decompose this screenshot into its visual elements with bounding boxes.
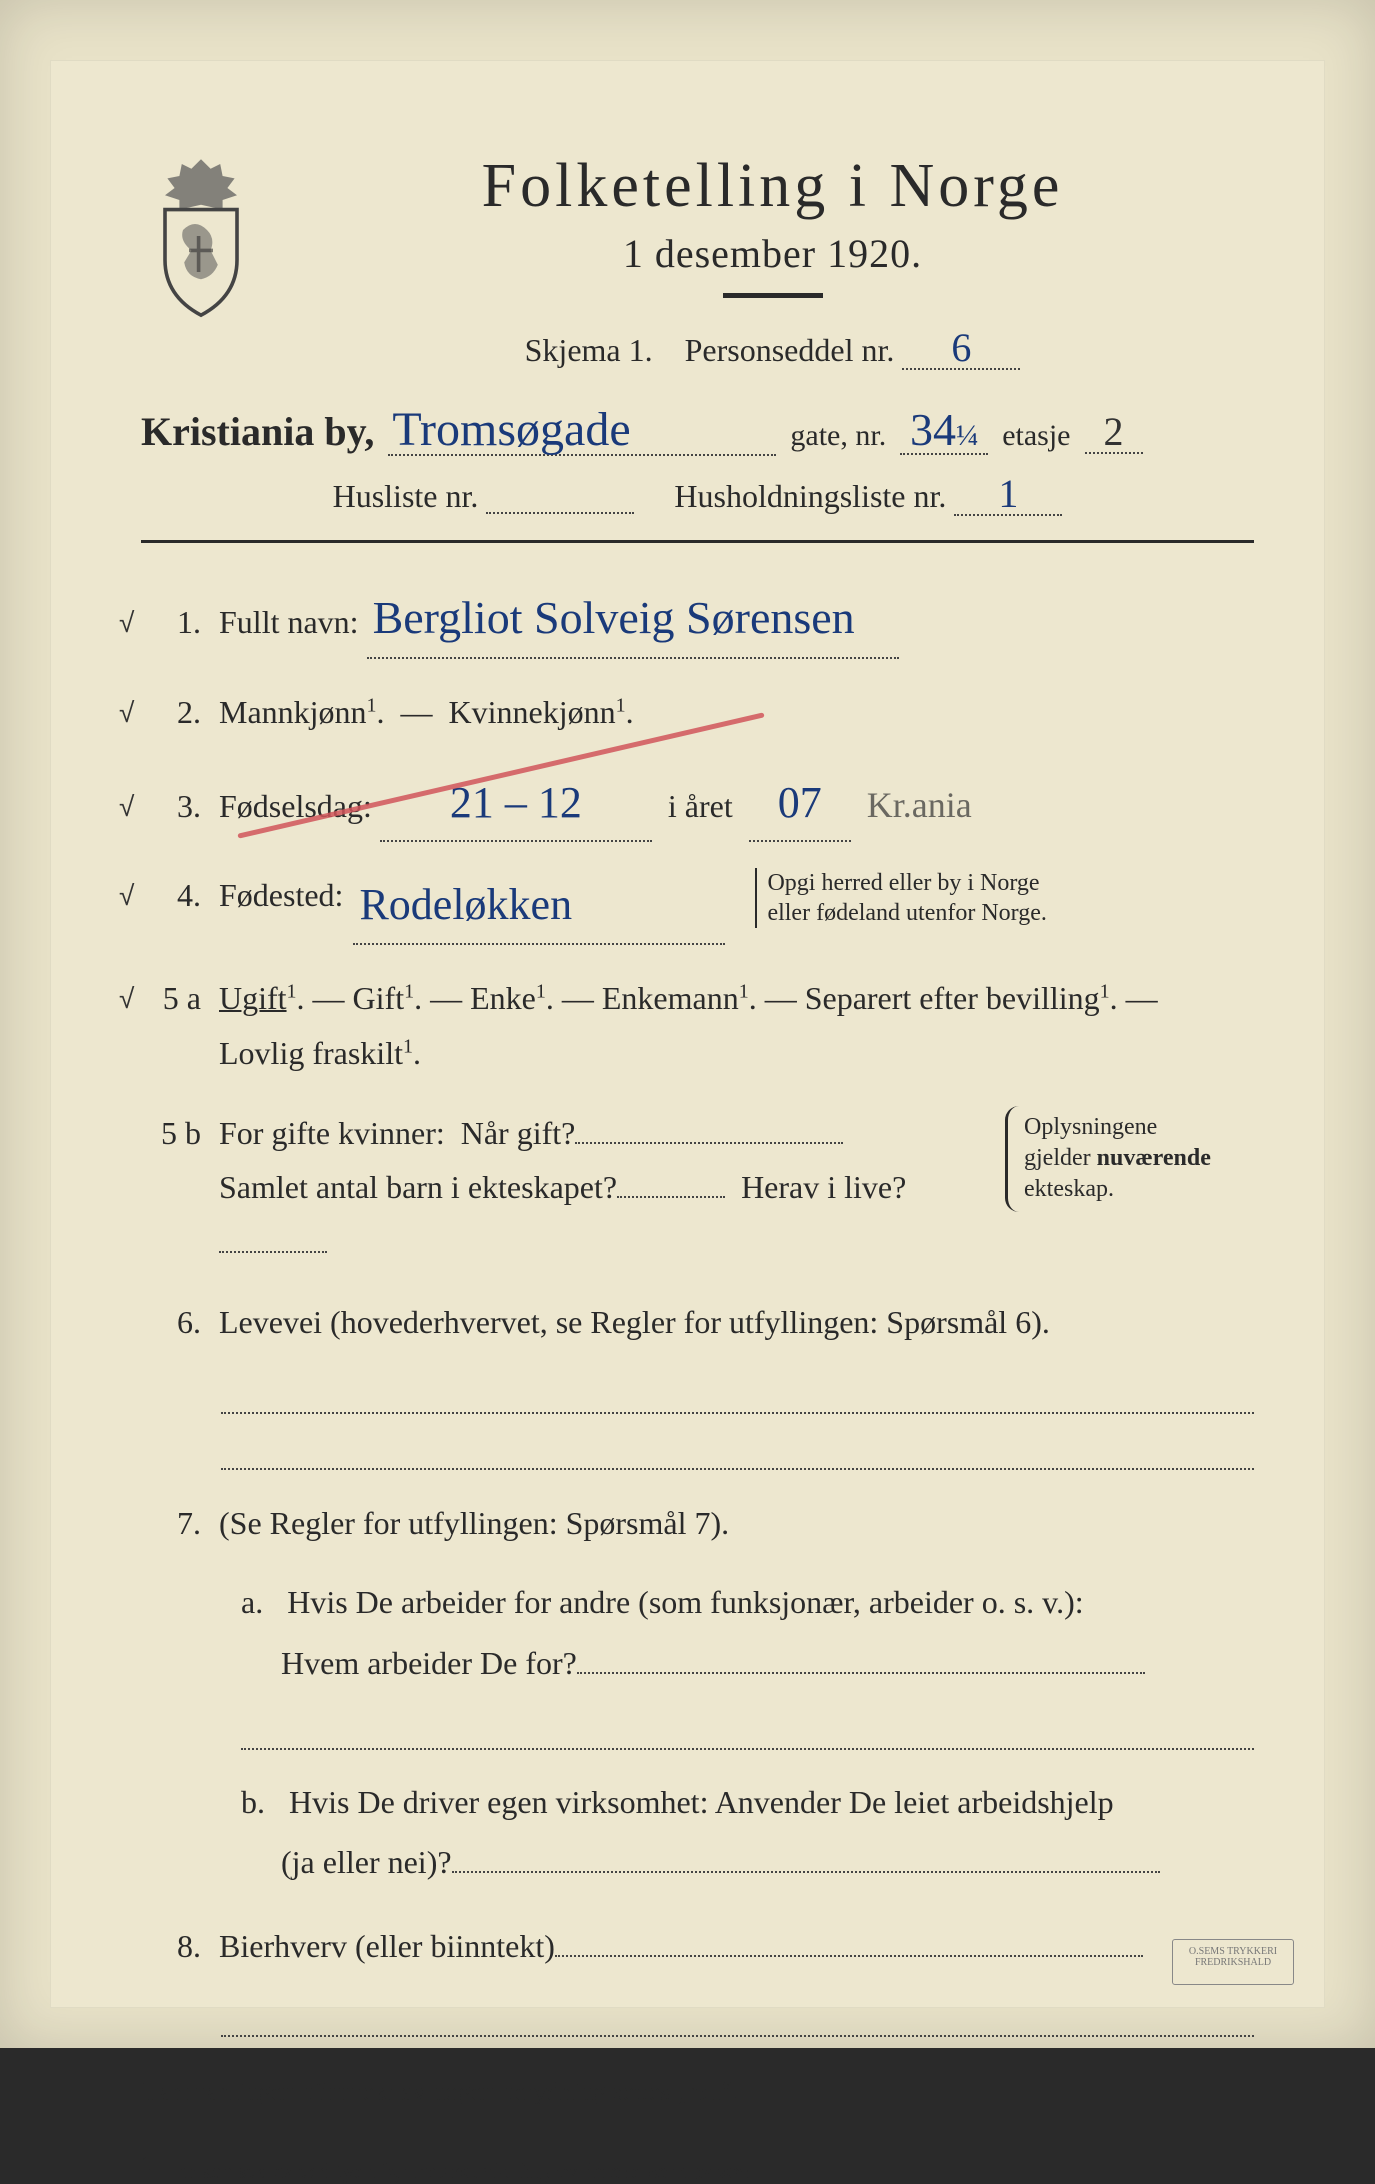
q7b-line1: Hvis De driver egen virksomhet: Anvender… [289,1784,1114,1820]
q7a-fill-line [241,1712,1254,1750]
question-7b: b. Hvis De driver egen virksomhet: Anven… [241,1772,1254,1894]
q8-fill-line [221,1999,1254,2037]
gate-label: gate, nr. [790,419,886,453]
footer-line1: Har man ingen biinntekt av nogen betydni… [141,2077,1254,2107]
q1-value: Bergliot Solveig Sørensen [373,579,855,657]
question-5a: √5 a Ugift1. — Gift1. — Enke1. — Enkeman… [141,971,1254,1080]
q7b-line2: (ja eller nei)? [281,1844,452,1880]
footer-note: 1 Her kan svares ved tydelig understrekn… [141,2153,1254,2184]
question-3: √3. Fødselsdag: 21 – 12 i året 07 Kr.ani… [141,766,1254,843]
address-row: Kristiania by, Tromsøgade gate, nr. 34¼ … [141,406,1254,456]
subtitle: 1 desember 1920. [291,230,1254,277]
q3-annotation: Kr.ania [867,775,972,836]
husliste-label: Husliste nr. [333,478,479,514]
footer: Har man ingen biinntekt av nogen betydni… [141,2077,1254,2184]
q6-fill-line-2 [221,1432,1254,1470]
printer-stamp: O.SEMS TRYKKERIFREDRIKSHALD [1172,1939,1294,1985]
header: Folketelling i Norge 1 desember 1920. Sk… [141,141,1254,376]
q7b-label: b. [241,1784,265,1820]
q2-mann: Mannkjønn [219,694,367,730]
husholdning-nr: 1 [998,474,1018,514]
q1-label: Fullt navn: [219,604,359,640]
q3-year: 07 [778,766,822,841]
q3-daymonth: 21 – 12 [450,766,582,841]
gate-nr-suffix: ¼ [956,421,979,451]
form-sheet: Folketelling i Norge 1 desember 1920. Sk… [50,60,1325,2008]
q5a-enke: Enke [470,980,536,1016]
question-5b: 5 b For gifte kvinner: Når gift? Samlet … [141,1106,1254,1269]
husliste-row: Husliste nr. Husholdningsliste nr. 1 [141,474,1254,516]
q3-label: Fødselsdag: [219,788,372,824]
city-label: Kristiania by, [141,408,374,455]
etasje-value: 2 [1104,412,1124,452]
q5b-label: For gifte kvinner: [219,1115,445,1151]
question-7a: a. Hvis De arbeider for andre (som funks… [241,1572,1254,1694]
divider-thick [141,540,1254,543]
footer-rule [141,2133,1254,2135]
q5b-barn: Samlet antal barn i ekteskapet? [219,1169,617,1205]
question-1: √1. Fullt navn: Bergliot Solveig Sørense… [141,579,1254,659]
q4-label: Fødested: [219,868,343,922]
q7a-label: a. [241,1584,263,1620]
coat-of-arms-icon [141,151,261,321]
question-8: 8. Bierhverv (eller biinntekt) [141,1919,1254,1973]
tick-mark: √ [119,783,134,831]
scan-background: Folketelling i Norge 1 desember 1920. Sk… [0,0,1375,2048]
street-handwritten: Tromsøgade [392,406,630,454]
q8-label: Bierhverv (eller biinntekt) [219,1928,555,1964]
q7a-line1: Hvis De arbeider for andre (som funksjon… [287,1584,1083,1620]
question-7: 7. (Se Regler for utfyllingen: Spørsmål … [141,1496,1254,1550]
q5a-enkemann: Enkemann [602,980,739,1016]
q3-i-aret: i året [668,788,733,824]
q5b-herav: Herav i live? [741,1169,906,1205]
q5a-gift: Gift [353,980,405,1016]
q7-intro: (Se Regler for utfyllingen: Spørsmål 7). [219,1496,1254,1550]
q6-fill-line-1 [221,1376,1254,1414]
q2-kvinne: Kvinnekjønn [449,694,616,730]
q4-value: Rodeløkken [359,868,572,943]
question-6: 6. Levevei (hovederhvervet, se Regler fo… [141,1295,1254,1349]
etasje-label: etasje [1002,419,1070,453]
skjema-label: Skjema 1. [525,332,653,368]
q5a-separert: Separert efter bevilling [805,980,1100,1016]
husholdning-label: Husholdningsliste nr. [674,478,946,514]
tick-mark: √ [119,689,134,737]
title-block: Folketelling i Norge 1 desember 1920. Sk… [291,141,1254,376]
tick-mark: √ [119,599,134,647]
q4-note: Opgi herred eller by i Norge eller fødel… [755,868,1046,928]
q5a-ugift: Ugift [219,980,287,1016]
q5b-nargift: Når gift? [461,1115,576,1151]
main-title: Folketelling i Norge [291,151,1254,222]
tick-mark: √ [119,975,134,1023]
title-rule [723,293,823,298]
personseddel-label: Personseddel nr. [685,332,895,368]
tick-mark: √ [119,872,134,920]
skjema-line: Skjema 1. Personseddel nr. 6 [291,328,1254,370]
q5a-fraskilt: Lovlig fraskilt [219,1035,403,1071]
gate-nr: 34 [910,407,956,453]
q5b-note: Oplysningene gjelder nuværende ekteskap. [1005,1106,1244,1212]
q6-text: Levevei (hovederhvervet, se Regler for u… [219,1295,1254,1349]
q7a-line2: Hvem arbeider De for? [281,1645,577,1681]
personseddel-nr: 6 [951,328,971,368]
question-4: √4. Fødested: Rodeløkken Opgi herred ell… [141,868,1254,945]
